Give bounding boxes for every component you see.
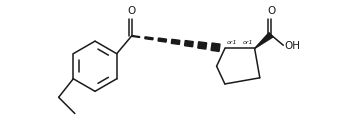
Polygon shape — [132, 36, 140, 37]
Polygon shape — [171, 39, 180, 44]
Text: or1: or1 — [242, 40, 253, 45]
Polygon shape — [255, 33, 273, 49]
Text: OH: OH — [285, 41, 301, 51]
Polygon shape — [198, 42, 206, 49]
Polygon shape — [211, 43, 220, 51]
Text: or1: or1 — [227, 40, 237, 45]
Text: O: O — [127, 6, 136, 16]
Polygon shape — [145, 37, 153, 40]
Polygon shape — [184, 41, 193, 47]
Polygon shape — [158, 38, 167, 42]
Text: O: O — [267, 6, 276, 16]
